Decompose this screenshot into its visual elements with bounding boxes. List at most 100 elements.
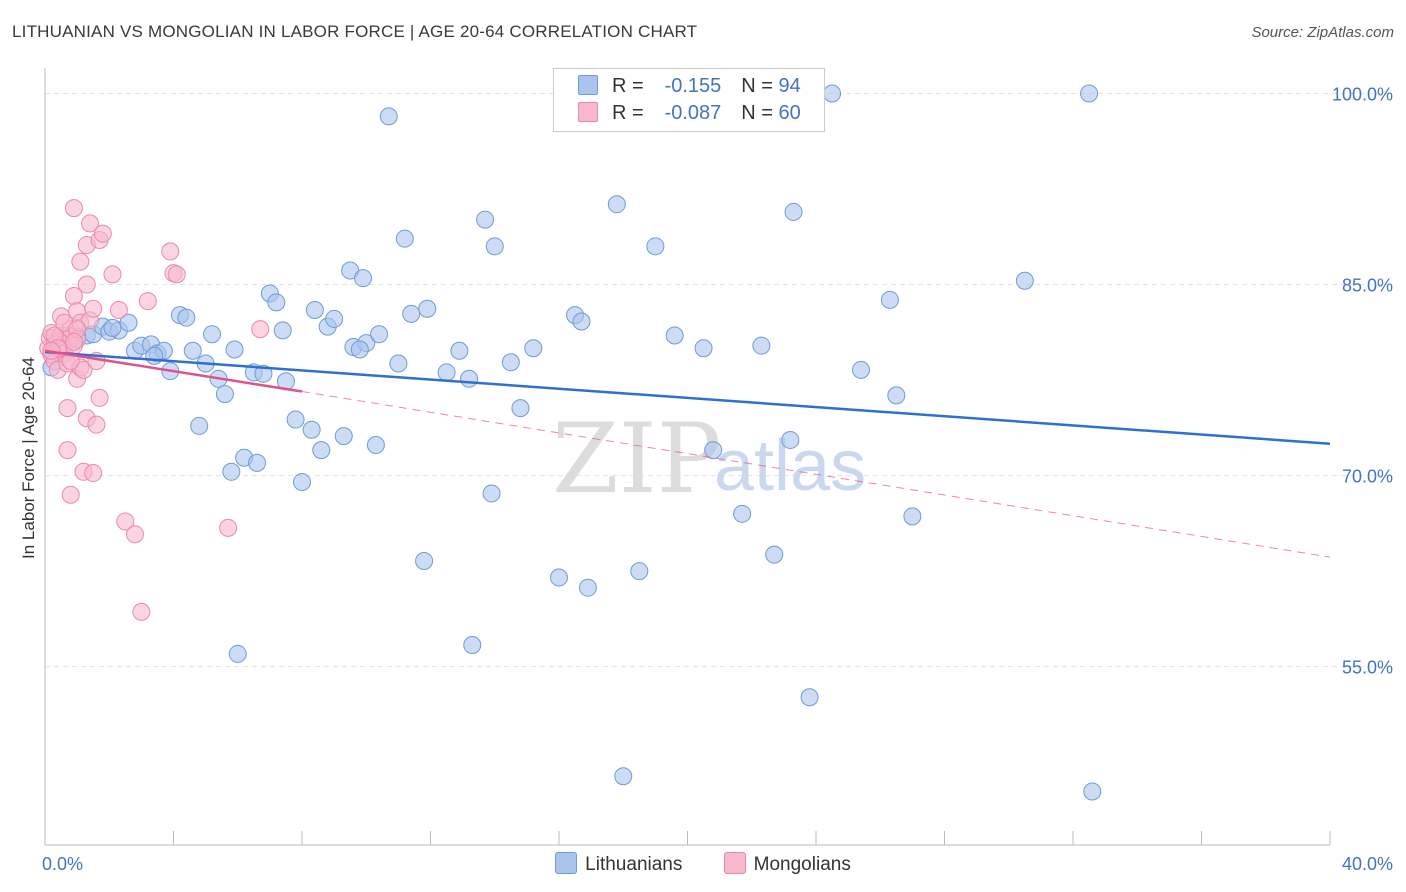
lithuanian-point bbox=[614, 767, 633, 786]
mongolian-point bbox=[138, 292, 157, 311]
lithuanian-point bbox=[765, 545, 784, 564]
lithuanian-point bbox=[463, 636, 482, 655]
mongolian-point bbox=[93, 224, 112, 243]
trend-lines bbox=[44, 349, 1331, 558]
legend-row-lithuanians: R = -0.155 N = 94 bbox=[578, 75, 801, 101]
lithuanian-point bbox=[851, 360, 870, 379]
lithuanians-swatch bbox=[578, 75, 598, 95]
lithuanian-point bbox=[476, 210, 495, 229]
lithuanian-point bbox=[733, 504, 752, 523]
lithuanian-point bbox=[781, 430, 800, 449]
series-legend: Lithuanians Mongolians bbox=[0, 852, 1406, 876]
lithuanian-point bbox=[630, 562, 649, 581]
legend-row-mongolians: R = -0.087 N = 60 bbox=[578, 102, 801, 128]
lithuanian-point bbox=[254, 364, 273, 383]
tick-labels: 55.0% 70.0% 85.0% 100.0% 0.0% 40.0% bbox=[42, 84, 1393, 874]
lithuanian-point bbox=[145, 346, 164, 365]
lithuanian-point bbox=[389, 354, 408, 373]
mongolian-point bbox=[219, 518, 238, 537]
lithuanian-point bbox=[350, 340, 369, 359]
lithuanian-point bbox=[305, 301, 324, 320]
r-value-mongolians: -0.087 bbox=[664, 102, 722, 124]
lithuanian-point bbox=[784, 202, 803, 221]
mongolian-point bbox=[84, 464, 103, 483]
source-label: Source: ZipAtlas.com bbox=[1251, 24, 1394, 41]
n-label: N = bbox=[741, 102, 773, 124]
mongolian-point bbox=[109, 301, 128, 320]
y-tick-label: 55.0% bbox=[1342, 658, 1393, 678]
lithuanian-point bbox=[248, 453, 267, 472]
lithuanian-point bbox=[286, 410, 305, 429]
y-tick-label: 85.0% bbox=[1342, 276, 1393, 296]
lithuanian-point bbox=[511, 399, 530, 418]
mongolians-trend-line bbox=[44, 349, 303, 393]
r-label: R = bbox=[612, 102, 644, 124]
lithuanian-point bbox=[903, 507, 922, 526]
y-axis-label: In Labor Force | Age 20-64 bbox=[19, 357, 38, 559]
mongolians-trend-extension bbox=[301, 391, 1331, 558]
mongolian-point bbox=[77, 275, 96, 294]
lithuanian-point bbox=[880, 290, 899, 309]
lithuanian-point bbox=[665, 326, 684, 345]
mongolian-point bbox=[64, 332, 83, 351]
lithuanian-point bbox=[103, 318, 122, 337]
lithuanian-point bbox=[325, 309, 344, 328]
lithuanian-point bbox=[203, 325, 222, 344]
lithuanian-point bbox=[177, 308, 196, 327]
legend-item-lithuanians[interactable]: Lithuanians bbox=[555, 852, 682, 876]
lithuanian-point bbox=[704, 441, 723, 460]
n-value-mongolians: 60 bbox=[778, 102, 801, 124]
lithuanian-point bbox=[524, 339, 543, 358]
mongolian-point bbox=[64, 199, 83, 218]
mongolian-point bbox=[90, 388, 109, 407]
lithuanian-point bbox=[354, 269, 373, 288]
lithuanian-point bbox=[823, 84, 842, 103]
lithuanian-point bbox=[482, 484, 501, 503]
x-tick-label: 0.0% bbox=[42, 854, 83, 874]
y-tick-label: 100.0% bbox=[1332, 84, 1393, 104]
mongolian-point bbox=[74, 360, 93, 379]
lithuanians-trend-line bbox=[44, 350, 1331, 446]
lithuanian-point bbox=[267, 293, 286, 312]
r-label: R = bbox=[612, 75, 644, 97]
lithuanians-legend-label: Lithuanians bbox=[585, 854, 683, 875]
lithuanian-point bbox=[334, 427, 353, 446]
mongolian-point bbox=[61, 485, 80, 504]
lithuanian-point bbox=[302, 420, 321, 439]
lithuanian-point bbox=[437, 363, 456, 382]
lithuanian-point bbox=[402, 304, 421, 323]
mongolians-legend-swatch bbox=[723, 852, 746, 874]
mongolian-point bbox=[80, 214, 99, 233]
lithuanian-point bbox=[415, 551, 434, 570]
lithuanian-point bbox=[460, 369, 479, 388]
lithuanian-point bbox=[1083, 782, 1102, 801]
axes bbox=[44, 68, 1331, 846]
lithuanian-point bbox=[312, 441, 331, 460]
lithuanian-point bbox=[273, 321, 292, 340]
mongolian-point bbox=[84, 299, 103, 318]
lithuanian-point bbox=[887, 386, 906, 405]
mongolian-point bbox=[71, 252, 90, 271]
mongolian-point bbox=[125, 525, 144, 544]
y-tick-label: 70.0% bbox=[1342, 467, 1393, 487]
correlation-legend: R = -0.155 N = 94 R = -0.087 N = 60 bbox=[553, 68, 825, 132]
x-tick-label: 40.0% bbox=[1342, 854, 1393, 874]
mongolian-point bbox=[87, 415, 106, 434]
lithuanian-point bbox=[572, 312, 591, 331]
lithuanian-point bbox=[225, 340, 244, 359]
lithuanian-point bbox=[607, 195, 626, 214]
mongolians-swatch bbox=[578, 102, 598, 122]
n-label: N = bbox=[741, 75, 773, 97]
lithuanian-point bbox=[450, 341, 469, 360]
mongolian-point bbox=[58, 441, 77, 460]
lithuanian-point bbox=[694, 339, 713, 358]
lithuanian-point bbox=[119, 313, 138, 332]
lithuanian-point bbox=[370, 325, 389, 344]
lithuanian-point bbox=[800, 688, 819, 707]
lithuanian-point bbox=[501, 353, 520, 372]
legend-item-mongolians[interactable]: Mongolians bbox=[723, 852, 851, 876]
lithuanian-point bbox=[228, 644, 247, 663]
lithuanian-point bbox=[578, 578, 597, 597]
lithuanian-point bbox=[222, 462, 241, 481]
